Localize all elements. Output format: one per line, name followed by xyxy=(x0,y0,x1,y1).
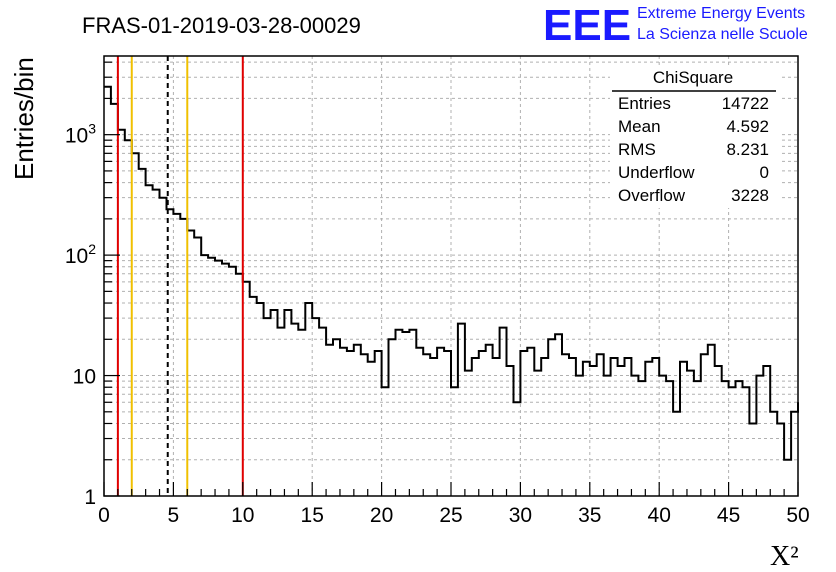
stats-box-background xyxy=(610,66,780,208)
stats-label: Overflow xyxy=(618,186,686,205)
histogram-outline xyxy=(104,85,799,461)
threshold-lines xyxy=(116,56,244,496)
x-tick-label: 15 xyxy=(301,504,324,527)
stats-rows: Entries 14722 Mean 4.592 RMS 8.231 Underflow 0 O… xyxy=(618,94,769,205)
x-tick-label: 45 xyxy=(717,504,740,527)
stats-value: 8.231 xyxy=(726,140,769,159)
axes xyxy=(103,55,799,497)
x-tick-label: 5 xyxy=(168,504,180,527)
y-tick-base: 10 xyxy=(65,125,88,148)
y-tick-base: 10 xyxy=(65,245,88,268)
stats-label: Entries xyxy=(618,94,671,113)
stats-value: 14722 xyxy=(722,94,769,113)
stats-value: 0 xyxy=(760,163,769,182)
stats-label: Underflow xyxy=(618,163,695,182)
y-tick-exponent: 3 xyxy=(88,121,96,137)
x-tick-label: 20 xyxy=(370,504,393,527)
stats-label: RMS xyxy=(618,140,656,159)
stats-title: ChiSquare xyxy=(653,68,733,87)
stats-box: ChiSquare Entries 14722 Mean 4.592 RMS 8.231 U… xyxy=(610,66,780,208)
stats-value: 4.592 xyxy=(726,117,769,136)
stats-value: 3228 xyxy=(731,186,769,205)
y-tick-label: 102 xyxy=(65,241,96,268)
x-tick-label: 25 xyxy=(439,504,462,527)
eee-logo: EEE Extreme Energy Events La Scienza nel… xyxy=(543,1,808,50)
x-tick-label: 0 xyxy=(98,504,110,527)
y-axis-title: Entries/bin xyxy=(9,57,39,180)
logo-line-1: Extreme Energy Events xyxy=(637,5,805,22)
y-tick-label: 10 xyxy=(73,366,96,389)
logo-line-2: La Scienza nelle Scuole xyxy=(637,26,808,43)
y-tick-base: 1 xyxy=(84,486,96,509)
logo-mark: EEE xyxy=(543,1,631,50)
y-tick-label: 1 xyxy=(84,486,96,509)
x-tick-label: 30 xyxy=(509,504,532,527)
x-tick-label: 10 xyxy=(231,504,254,527)
chart-title: FRAS-01-2019-03-28-00029 xyxy=(82,13,361,38)
x-axis-title: X² xyxy=(770,541,799,572)
x-tick-label: 50 xyxy=(786,504,809,527)
y-tick-base: 10 xyxy=(73,366,96,389)
x-tick-label: 35 xyxy=(578,504,601,527)
histogram xyxy=(104,85,799,461)
y-tick-label: 103 xyxy=(65,121,96,148)
y-tick-exponent: 2 xyxy=(88,241,96,257)
stats-label: Mean xyxy=(618,117,661,136)
x-tick-label: 40 xyxy=(648,504,671,527)
